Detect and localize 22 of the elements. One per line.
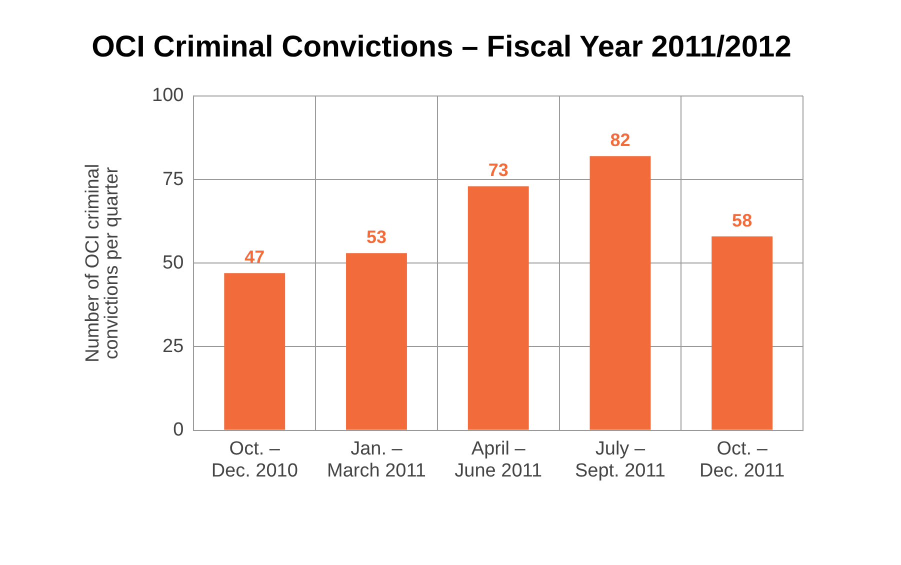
x-tick-label: July – Sept. 2011	[574, 438, 666, 482]
bar	[712, 236, 773, 430]
data-label: 47	[244, 247, 265, 268]
bar	[346, 253, 407, 430]
y-tick-label: 0	[173, 420, 184, 441]
y-tick-label: 100	[152, 85, 184, 106]
x-tick-label: April – June 2011	[454, 438, 542, 482]
data-label: 58	[732, 210, 752, 230]
y-tick-label: 50	[162, 252, 184, 274]
y-axis-title: Number of OCI criminal convictions per quarter	[82, 164, 123, 362]
data-label: 53	[366, 227, 387, 248]
data-label: 82	[610, 130, 630, 150]
y-tick-label: 25	[162, 336, 184, 357]
chart-title: OCI Criminal Convictions – Fiscal Year 2011/2012	[92, 30, 792, 64]
x-tick-label: Jan. – March 2011	[327, 438, 426, 482]
bar	[224, 273, 286, 430]
y-tick-label: 75	[162, 168, 184, 190]
bar	[468, 186, 529, 430]
x-tick-label: Oct. – Dec. 2010	[211, 438, 298, 482]
bar	[590, 156, 651, 430]
data-label: 73	[488, 160, 508, 180]
x-tick-label: Oct. – Dec. 2011	[699, 438, 785, 482]
